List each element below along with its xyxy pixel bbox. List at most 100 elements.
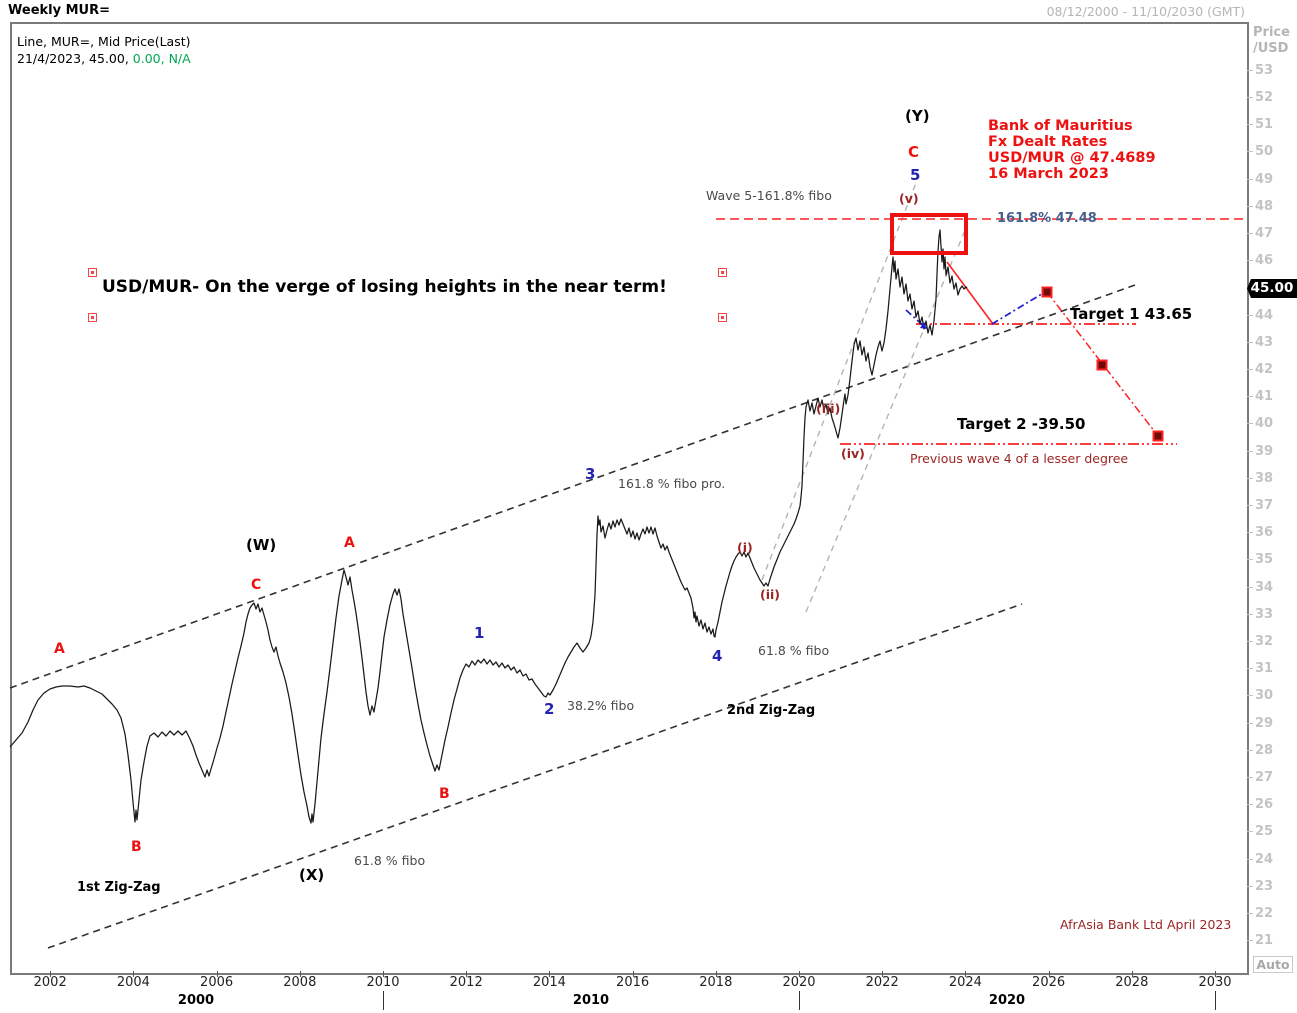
legend-values-green: 0.00, N/A (128, 51, 191, 66)
y-tick-40: 40 (1247, 416, 1273, 431)
decade-label-2010: 2010 (572, 993, 610, 1008)
wave-1-label: 1 (474, 624, 485, 642)
wave-iii-label: (iii) (816, 401, 841, 416)
x-tick-2010: 2010 (366, 975, 400, 990)
fibo-161-label: 161.8% 47.48 (997, 211, 1097, 226)
x-tickmark-2004 (133, 971, 135, 977)
price-line (9, 229, 968, 824)
wave-v-label: (v) (899, 191, 919, 206)
legend: Line, MUR=, Mid Price(Last) 21/4/2023, 4… (17, 33, 191, 67)
credit-note: AfrAsia Bank Ltd April 2023 (1060, 917, 1232, 932)
wave-B2-label: B (439, 786, 450, 802)
x-tickmark-2026 (1048, 971, 1050, 977)
selection-handle-3[interactable] (718, 313, 727, 322)
legend-values-black: 21/4/2023, 45.00, (17, 51, 129, 66)
wave5-fibo-note: Wave 5-161.8% fibo (706, 188, 832, 203)
y-tick-44: 44 (1247, 308, 1273, 323)
y-tick-22: 22 (1247, 906, 1273, 921)
x-tick-2004: 2004 (116, 975, 150, 990)
decade-label-2000: 2000 (177, 993, 215, 1008)
selection-handle-2[interactable] (88, 313, 97, 322)
y-tick-29: 29 (1247, 716, 1273, 731)
blue-pullback (905, 309, 928, 330)
upper-trendline (9, 284, 1136, 689)
y-tick-50: 50 (1247, 144, 1273, 159)
y-tick-33: 33 (1247, 607, 1273, 622)
y-axis-title-line1: Price (1253, 25, 1290, 40)
x-tick-2002: 2002 (33, 975, 67, 990)
x-tickmark-2020 (799, 971, 800, 977)
wave-W-label: (W) (246, 536, 277, 554)
x-tickmark-2028 (1131, 971, 1133, 977)
y-tick-49: 49 (1247, 172, 1273, 187)
x-tick-2022: 2022 (865, 975, 899, 990)
y-tick-28: 28 (1247, 743, 1273, 758)
x-tickmark-2024 (965, 971, 967, 977)
y-tick-32: 32 (1247, 634, 1273, 649)
y-tick-53: 53 (1247, 63, 1273, 78)
current-price-badge: 45.00 (1247, 279, 1297, 298)
x-tickmark-2010 (383, 971, 384, 977)
y-tick-30: 30 (1247, 688, 1273, 703)
x-tick-2012: 2012 (449, 975, 483, 990)
y-tick-21: 21 (1247, 933, 1273, 948)
wave-ii-label: (ii) (760, 587, 780, 602)
x-tick-2018: 2018 (699, 975, 733, 990)
y-tick-48: 48 (1247, 199, 1273, 214)
target1-label: Target 1 43.65 (1070, 305, 1193, 323)
x-tick-2024: 2024 (948, 975, 982, 990)
wave-iv-label: (iv) (841, 446, 865, 461)
x-tick-2008: 2008 (283, 975, 317, 990)
lower-trendline (47, 603, 1023, 949)
prev-wave4-note: Previous wave 4 of a lesser degree (910, 451, 1129, 466)
y-tick-41: 41 (1247, 389, 1273, 404)
wave-5-final-label: 5 (910, 166, 921, 184)
y-tick-35: 35 (1247, 552, 1273, 567)
wave-i-label: (i) (737, 540, 753, 555)
wave5-channel-right (805, 227, 967, 613)
selection-handle-1[interactable] (718, 268, 727, 277)
wave-C1-label: C (251, 577, 262, 593)
x-tick-2006: 2006 (200, 975, 234, 990)
plot-area[interactable] (10, 22, 1249, 975)
legend-values: 21/4/2023, 45.00, 0.00, N/A (17, 50, 191, 67)
y-tick-23: 23 (1247, 879, 1273, 894)
y-tick-31: 31 (1247, 661, 1273, 676)
auto-scale-button[interactable]: Auto (1253, 956, 1293, 973)
x-tickmark-2006 (216, 971, 218, 977)
red-projection-solid (946, 261, 994, 325)
decade-separator-2 (1215, 991, 1216, 1010)
y-axis-title: Price /USD (1253, 25, 1290, 57)
selection-handle-0[interactable] (88, 268, 97, 277)
zigzag1-label: 1st Zig-Zag (77, 880, 161, 895)
decade-separator-0 (383, 991, 384, 1010)
fibo-pro-note: 161.8 % fibo pro. (618, 476, 726, 491)
target2-label: Target 2 -39.50 (957, 415, 1086, 433)
x-tick-2030: 2030 (1198, 975, 1232, 990)
x-tick-2016: 2016 (616, 975, 650, 990)
wave-A2-label: A (344, 535, 355, 551)
x-tick-2020: 2020 (782, 975, 816, 990)
wave-Y-label: (Y) (905, 107, 930, 125)
decade-label-2020: 2020 (988, 993, 1026, 1008)
fibo-618-upper-note: 61.8 % fibo (758, 643, 830, 658)
y-tick-52: 52 (1247, 90, 1273, 105)
y-tick-34: 34 (1247, 580, 1273, 595)
y-tick-27: 27 (1247, 770, 1273, 785)
wave-4-label: 4 (712, 647, 723, 665)
fibo-382-note: 38.2% fibo (567, 698, 635, 713)
wave-A1-label: A (54, 641, 65, 657)
x-tickmark-2012 (466, 971, 468, 977)
x-tickmark-2008 (299, 971, 301, 977)
y-tick-26: 26 (1247, 797, 1273, 812)
headline: USD/MUR- On the verge of losing heights … (102, 277, 667, 297)
projection-marker-2 (1096, 359, 1108, 371)
bom-note: Bank of Mauritius Fx Dealt Rates USD/MUR… (988, 118, 1156, 182)
wave-B1-label: B (131, 839, 142, 855)
window-title: Weekly MUR= (8, 3, 111, 18)
y-tick-24: 24 (1247, 852, 1273, 867)
x-tickmark-2002 (50, 971, 52, 977)
decade-separator-1 (799, 991, 800, 1010)
